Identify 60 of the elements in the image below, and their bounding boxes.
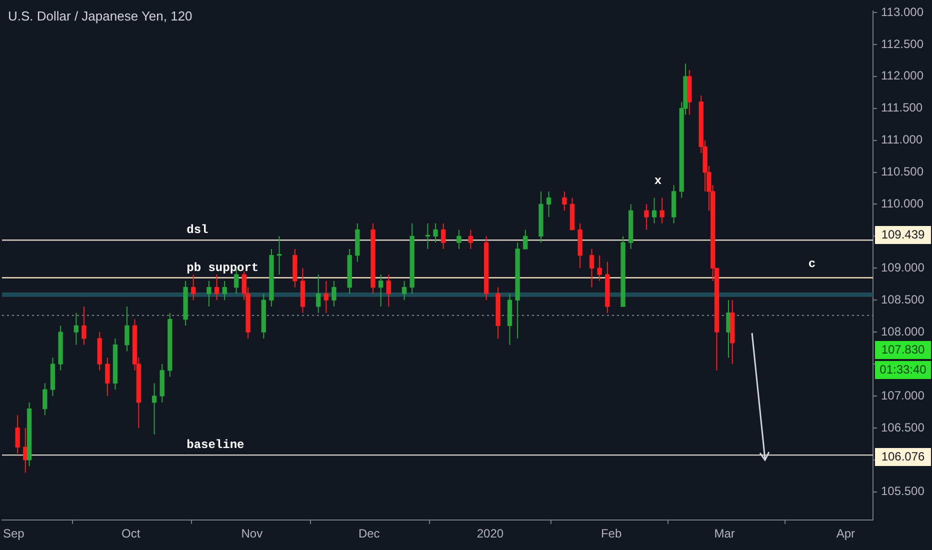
candlestick — [468, 229, 474, 250]
y-tick-label: 110.000 — [881, 196, 924, 211]
candlestick — [523, 229, 528, 250]
y-tick-label: 111.000 — [881, 132, 923, 147]
chart-title: U.S. Dollar / Japanese Yen, 120 — [8, 8, 192, 24]
y-tick-label: 111.500 — [881, 100, 923, 115]
y-tick-label: 107.000 — [881, 388, 925, 402]
candlestick — [378, 274, 384, 308]
candlestick — [332, 280, 336, 308]
candlestick — [74, 312, 78, 346]
text: 107.830 — [881, 342, 926, 356]
candlestick — [206, 280, 212, 308]
ref-line-label: pb support — [186, 260, 259, 275]
y-tick-label: 108.500 — [881, 292, 925, 306]
x-tick-label: Mar — [714, 526, 735, 541]
x-tick-label: Oct — [122, 526, 141, 541]
candlestick — [124, 306, 130, 352]
candlestick — [597, 254, 602, 282]
candlestick — [433, 222, 438, 244]
y-tick-label: 112.500 — [881, 36, 924, 51]
y-tick-label: 112.000 — [881, 68, 924, 83]
candlestick — [214, 274, 220, 301]
candlestick — [456, 229, 462, 250]
text: 109.439 — [881, 227, 926, 242]
y-tick-label: 113.000 — [881, 4, 924, 19]
y-tick-label: 108.000 — [881, 324, 925, 338]
candlestick — [660, 197, 664, 224]
candlestick — [152, 382, 157, 435]
candlestick — [15, 414, 20, 454]
candlestick — [222, 280, 227, 301]
candlestick — [402, 280, 407, 301]
ref-line-label: baseline — [186, 438, 244, 452]
annotation: c — [808, 257, 816, 272]
candlestick — [105, 357, 110, 396]
ref-line-label: dsl — [186, 223, 208, 238]
candlestick — [562, 190, 567, 212]
y-tick-label: 109.000 — [881, 260, 925, 274]
candlestick — [546, 190, 552, 218]
y-tick-label: 106.500 — [881, 420, 925, 434]
candlestick — [316, 274, 321, 314]
x-tick-label: 2020 — [476, 526, 504, 541]
y-tick-label: 105.500 — [881, 484, 925, 498]
y-tick-label: 110.500 — [881, 164, 924, 179]
x-tick-label: Dec — [358, 526, 380, 541]
candlestick — [652, 197, 657, 224]
candlestick — [82, 306, 86, 346]
text: 106.076 — [881, 449, 926, 464]
candlestick — [42, 382, 48, 416]
x-tick-label: Sep — [2, 526, 25, 541]
text: 01:33:40 — [880, 362, 927, 376]
candlestick — [441, 222, 446, 250]
candlestick — [324, 280, 328, 314]
annotation: x — [654, 174, 662, 188]
candlestick — [386, 274, 391, 308]
candlestick — [589, 248, 594, 288]
candlestick — [191, 274, 196, 301]
x-tick-label: Apr — [836, 526, 855, 541]
x-tick-label: Nov — [241, 526, 263, 541]
x-tick-label: Feb — [600, 526, 622, 541]
candlestick — [644, 204, 649, 230]
